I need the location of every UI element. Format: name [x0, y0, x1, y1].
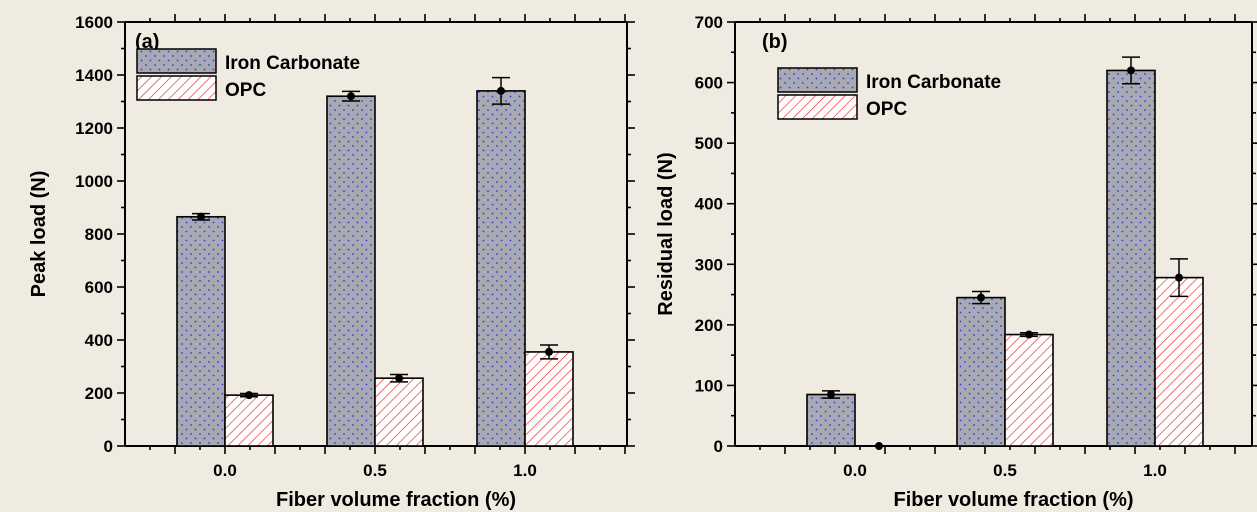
legend-swatch-iron-carbonate [136, 48, 217, 74]
x-tick-label: 0.0 [843, 461, 867, 480]
data-point [977, 293, 985, 302]
legend-label-iron-carbonate: Iron Carbonate [225, 53, 360, 74]
x-tick-label: 1.0 [1143, 461, 1167, 480]
y-axis-title: Residual load (N) [655, 152, 677, 315]
y-axis-title: Peak load (N) [28, 171, 50, 298]
legend-swatch-iron-carbonate [777, 67, 858, 93]
x-tick-label: 0.5 [993, 461, 1017, 480]
bar-opc-0.5 [1004, 333, 1054, 447]
y-tick-label: 1200 [75, 119, 113, 138]
bar-iron-carbonate-0.5 [956, 296, 1006, 447]
panel-a: 0 200 400 600 800 1000 1200 1400 1600 0.0 0.5 1.0 Fi… [28, 13, 635, 511]
data-point [395, 374, 403, 383]
data-point [497, 86, 505, 95]
y-tick-label: 200 [695, 316, 723, 335]
x-tick-label: 0.5 [363, 461, 387, 480]
x-axis-title: Fiber volume fraction (%) [276, 489, 516, 511]
data-point [1175, 273, 1183, 282]
panel-b: 0 100 200 300 400 500 600 700 0.0 0.5 1.0 Fiber vol… [655, 13, 1257, 511]
bar-opc-1.0 [524, 351, 574, 447]
legend-swatch-opc [136, 75, 217, 101]
bar-iron-carbonate-0.5 [326, 95, 376, 447]
y-tick-label: 600 [85, 278, 113, 297]
y-tick-label: 1400 [75, 66, 113, 85]
y-tick-label: 300 [695, 255, 723, 274]
data-point [197, 212, 205, 221]
y-tick-label: 800 [85, 225, 113, 244]
y-tick-label: 200 [85, 384, 113, 403]
y-tick-label: 500 [695, 134, 723, 153]
y-tick-label: 0 [104, 437, 113, 456]
panel-label: (b) [762, 31, 788, 53]
x-axis-title: Fiber volume fraction (%) [893, 489, 1133, 511]
data-point [245, 391, 253, 400]
y-tick-label: 0 [714, 437, 723, 456]
bar-opc-0.0 [224, 394, 274, 447]
y-tick-label: 1000 [75, 172, 113, 191]
bar-iron-carbonate-1.0 [476, 90, 526, 447]
legend-label-opc: OPC [225, 80, 266, 101]
y-tick-label: 100 [695, 376, 723, 395]
data-point [545, 347, 553, 356]
bar-iron-carbonate-0.0 [806, 393, 856, 447]
legend-swatch-opc [777, 94, 858, 120]
y-tick-label: 400 [695, 195, 723, 214]
x-tick-label: 0.0 [213, 461, 237, 480]
bar-iron-carbonate-1.0 [1106, 69, 1156, 447]
legend-label-opc: OPC [866, 99, 907, 120]
data-point [1127, 66, 1135, 75]
x-tick-label: 1.0 [513, 461, 537, 480]
y-tick-label: 1600 [75, 13, 113, 32]
data-point [1025, 330, 1033, 339]
legend-label-iron-carbonate: Iron Carbonate [866, 72, 1001, 93]
y-tick-label: 600 [695, 74, 723, 93]
y-tick-label: 400 [85, 331, 113, 350]
bar-opc-1.0 [1154, 276, 1204, 447]
data-point [347, 92, 355, 101]
bar-opc-0.5 [374, 377, 424, 447]
panel-label: (a) [135, 31, 159, 53]
data-point [875, 442, 883, 450]
bar-iron-carbonate-0.0 [176, 215, 226, 447]
y-tick-label: 700 [695, 13, 723, 32]
data-point [827, 390, 835, 399]
